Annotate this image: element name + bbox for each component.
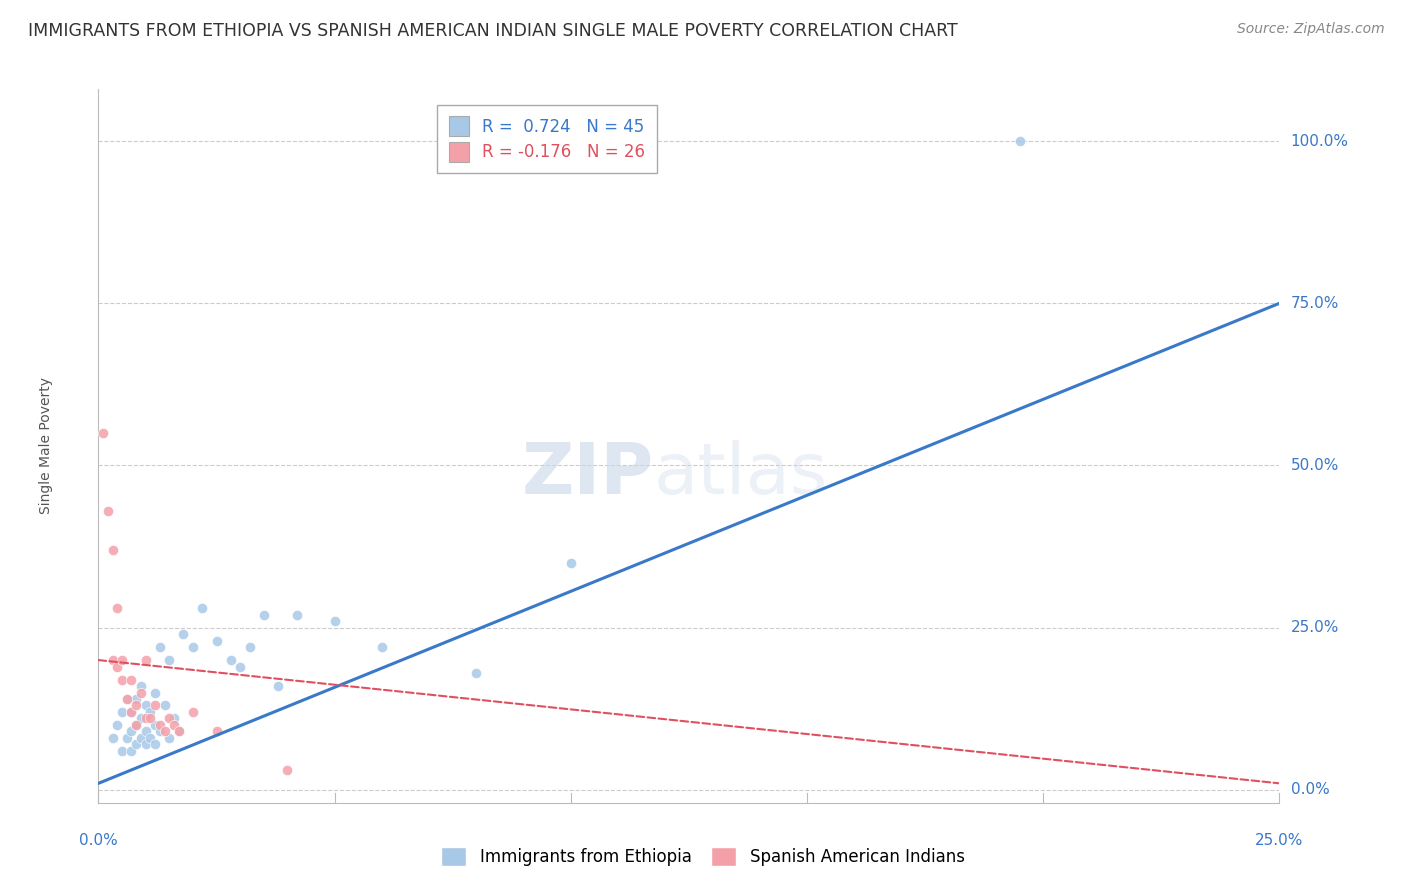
Text: IMMIGRANTS FROM ETHIOPIA VS SPANISH AMERICAN INDIAN SINGLE MALE POVERTY CORRELAT: IMMIGRANTS FROM ETHIOPIA VS SPANISH AMER… [28,22,957,40]
Point [143,685,166,699]
Point [371,640,394,654]
Point [115,692,138,706]
Legend: R =  0.724   N = 45, R = -0.176   N = 26: R = 0.724 N = 45, R = -0.176 N = 26 [437,104,657,173]
Point [105,659,128,673]
Point [125,718,148,732]
Text: 25.0%: 25.0% [1256,833,1303,848]
Point [125,692,148,706]
Point [121,673,143,687]
Point [149,640,172,654]
Text: 75.0%: 75.0% [1291,296,1339,310]
Point [121,724,143,739]
Point [101,542,124,557]
Point [560,556,582,570]
Point [153,698,176,713]
Point [121,705,143,719]
Point [143,718,166,732]
Text: Source: ZipAtlas.com: Source: ZipAtlas.com [1237,22,1385,37]
Point [91,425,114,440]
Legend: Immigrants from Ethiopia, Spanish American Indians: Immigrants from Ethiopia, Spanish Americ… [433,838,973,875]
Point [157,653,180,667]
Point [143,738,166,752]
Point [143,698,166,713]
Point [125,738,148,752]
Point [465,666,488,681]
Point [163,711,186,725]
Point [121,744,143,758]
Point [139,705,162,719]
Point [229,659,252,673]
Point [105,718,128,732]
Point [323,614,346,628]
Point [285,607,308,622]
Point [157,711,180,725]
Point [139,731,162,745]
Text: ZIP: ZIP [522,440,654,509]
Point [105,601,128,615]
Point [135,653,157,667]
Point [191,601,214,615]
Point [101,731,124,745]
Point [111,705,134,719]
Point [167,724,190,739]
Point [115,731,138,745]
Point [135,698,157,713]
Text: Single Male Poverty: Single Male Poverty [38,377,52,515]
Text: 50.0%: 50.0% [1291,458,1339,473]
Point [135,711,157,725]
Point [253,607,276,622]
Point [276,764,298,778]
Text: 0.0%: 0.0% [79,833,118,848]
Point [219,653,242,667]
Point [153,724,176,739]
Text: atlas: atlas [654,440,828,509]
Point [125,698,148,713]
Point [163,718,186,732]
Point [111,744,134,758]
Point [239,640,262,654]
Point [121,705,143,719]
Point [129,711,152,725]
Text: 25.0%: 25.0% [1291,620,1339,635]
Point [111,653,134,667]
Point [129,731,152,745]
Point [97,504,120,518]
Point [149,724,172,739]
Point [135,724,157,739]
Point [267,679,290,693]
Point [1008,134,1031,148]
Point [149,718,172,732]
Text: 100.0%: 100.0% [1291,134,1348,149]
Text: 0.0%: 0.0% [1291,782,1329,797]
Point [129,685,152,699]
Point [181,705,204,719]
Point [101,653,124,667]
Point [139,711,162,725]
Point [115,692,138,706]
Point [125,718,148,732]
Point [167,724,190,739]
Point [157,731,180,745]
Point [172,627,194,641]
Point [135,738,157,752]
Point [111,673,134,687]
Point [205,724,228,739]
Point [129,679,152,693]
Point [181,640,204,654]
Point [205,633,228,648]
